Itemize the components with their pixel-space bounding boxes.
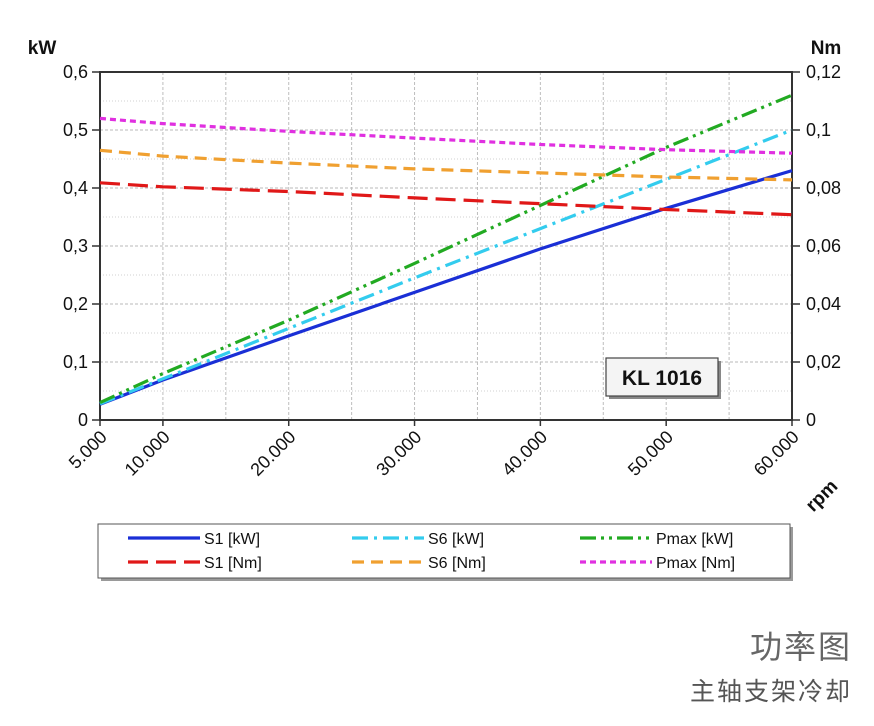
y-left-axis-label: kW — [28, 38, 57, 59]
x-tick-label: 5.000 — [65, 427, 111, 473]
x-tick-label: 60.000 — [750, 427, 803, 480]
annotation-box — [605, 357, 719, 397]
x-tick-label: 20.000 — [246, 427, 299, 480]
x-axis-label: rpm — [802, 476, 842, 516]
y-left-tick-label: 0 — [78, 410, 88, 430]
caption-subtitle: 主轴支架冷却 — [689, 677, 852, 706]
x-tick-label: 30.000 — [372, 427, 425, 480]
y-right-tick-label: 0,02 — [806, 352, 841, 372]
y-left-tick-label: 0,3 — [63, 236, 88, 256]
y-right-tick-label: 0,12 — [806, 62, 841, 82]
legend-label: Pmax [kW] — [656, 531, 733, 548]
y-right-tick-label: 0,08 — [806, 178, 841, 198]
x-tick-label: 50.000 — [624, 427, 677, 480]
legend-box — [97, 523, 791, 579]
legend: S1 [kW] S6 [kW] Pmax [kW] S1 [Nm] S6 [Nm] Pma… — [97, 523, 793, 581]
y-left-tick-label: 0,4 — [63, 178, 88, 198]
y-left-tick-label: 0,1 — [63, 352, 88, 372]
y-right-tick-label: 0,1 — [806, 120, 831, 140]
series-line-s6-nm — [99, 148, 793, 182]
y-right-axis-label: Nm — [811, 38, 842, 59]
y-right-tick-label: 0 — [806, 410, 816, 430]
y-left-tick-label: 0,2 — [63, 294, 88, 314]
series-layer — [99, 93, 793, 406]
x-tick-label: 40.000 — [498, 427, 551, 480]
caption-title: 功率图 — [749, 628, 852, 666]
y-left-tick-label: 0,6 — [63, 62, 88, 82]
y-right-tick-label: 0,04 — [806, 294, 841, 314]
series-line-pmax-kw — [99, 93, 793, 405]
annotation: KL 1016 — [605, 357, 721, 399]
annotation-text: KL 1016 — [622, 367, 702, 390]
legend-label: S6 [kW] — [428, 531, 484, 548]
legend-label: S6 [Nm] — [428, 555, 486, 572]
y-left-tick-label: 0,5 — [63, 120, 88, 140]
series-line-s1-nm — [99, 181, 793, 217]
power-chart: 0 0,1 0,2 0,3 0,4 0,5 0,6 0 0,02 0,04 0,06 0,08 0,1 0… — [28, 38, 842, 581]
x-tick-label: 10.000 — [121, 427, 174, 480]
y-right-tick-label: 0,06 — [806, 236, 841, 256]
legend-label: S1 [kW] — [204, 531, 260, 548]
legend-label: S1 [Nm] — [204, 555, 262, 572]
legend-label: Pmax [Nm] — [656, 555, 735, 572]
series-line-s6-kw — [99, 128, 793, 406]
series-line-pmax-nm — [99, 116, 793, 155]
